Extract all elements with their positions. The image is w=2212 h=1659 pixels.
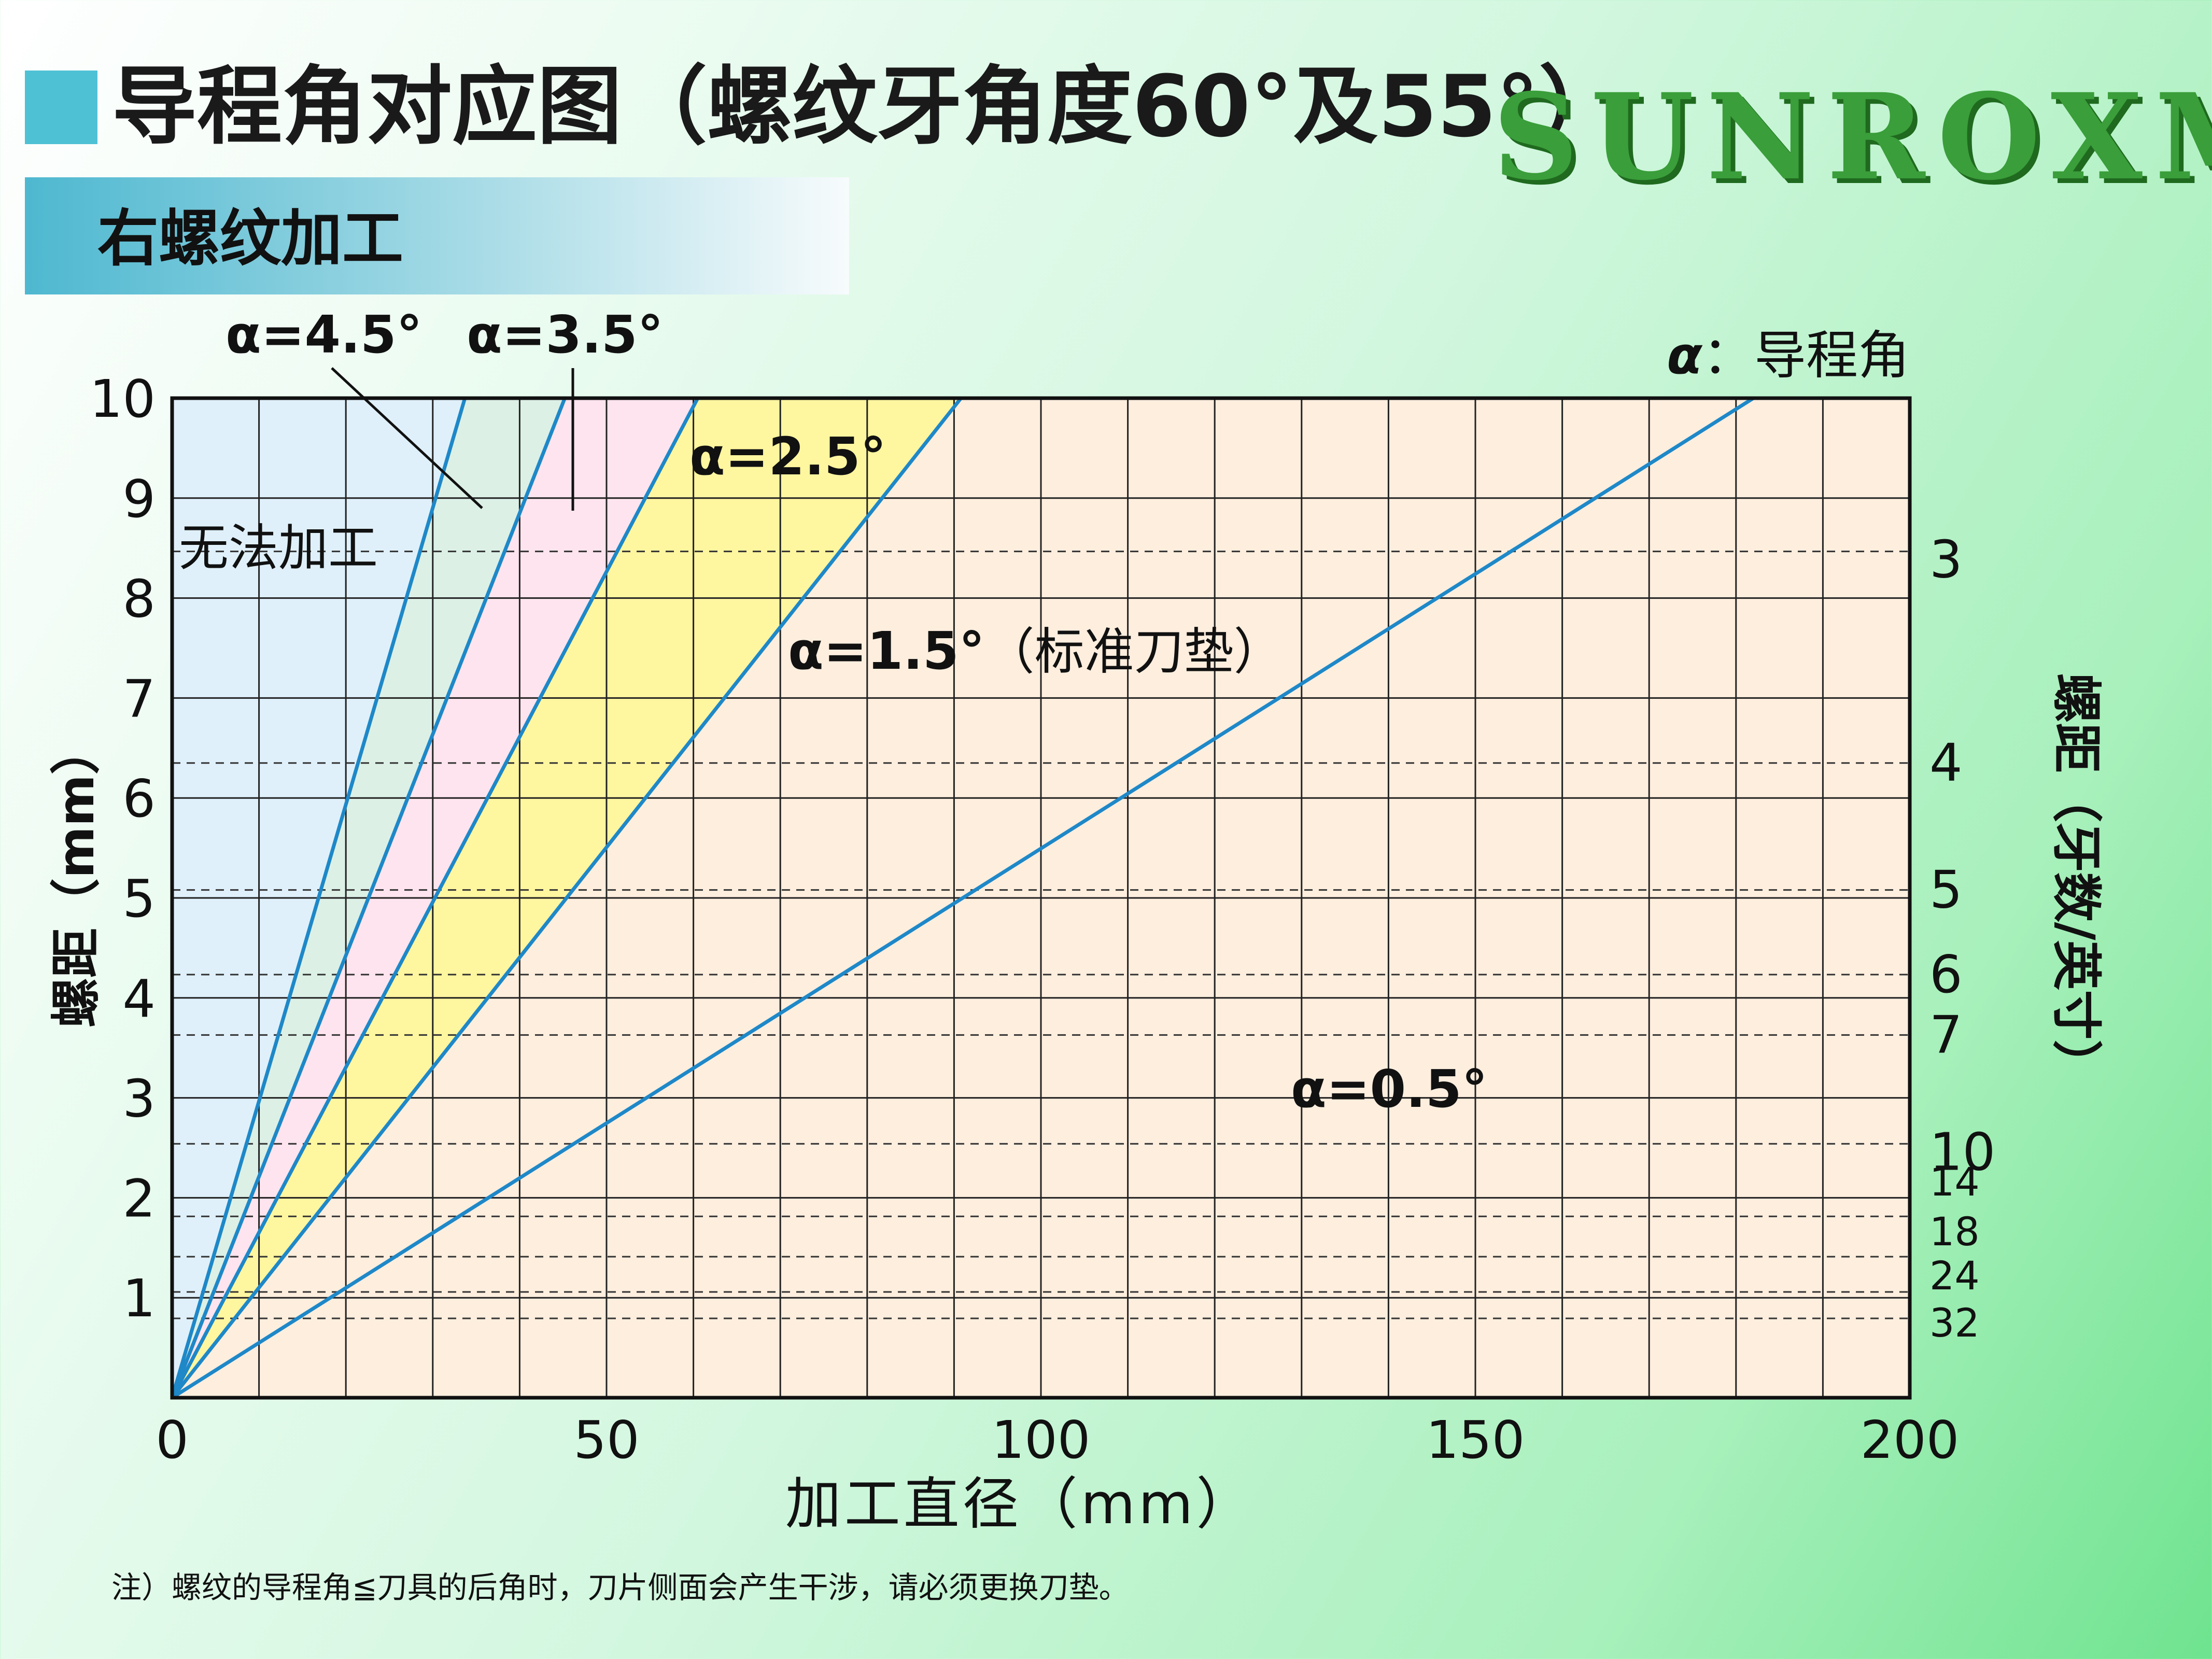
- y-axis-title: 螺距（mm）: [47, 725, 105, 1028]
- plot-frame: [170, 396, 1912, 1400]
- x-tick-label: 50: [573, 1410, 639, 1470]
- y-tick-label: 2: [122, 1168, 156, 1229]
- y-tick-label: 7: [122, 668, 156, 729]
- legend: α：导程角: [1667, 325, 1910, 386]
- series-label-name: α=1.5°: [788, 621, 985, 681]
- y-tick-label: 3: [122, 1068, 156, 1129]
- series-label-name: α=0.5°: [1291, 1059, 1488, 1119]
- tpi-tick-label: 14: [1929, 1159, 1980, 1205]
- x-tick-label: 100: [992, 1410, 1091, 1470]
- tpi-tick-label: 3: [1929, 529, 1963, 590]
- series-line: [170, 397, 567, 1399]
- y-tick-label: 4: [122, 968, 156, 1029]
- series-label: α=0.5°: [1291, 1059, 1488, 1119]
- tpi-tick-label: 24: [1929, 1253, 1980, 1299]
- y-tick-label: 6: [122, 768, 156, 829]
- subtitle-band: [25, 177, 849, 294]
- tpi-tick-label: 5: [1929, 860, 1963, 920]
- y-tick-label: 5: [122, 868, 156, 929]
- tpi-tick-label: 4: [1929, 733, 1963, 793]
- series-line: [170, 397, 700, 1399]
- y-tick-label: 10: [90, 369, 156, 429]
- series-label-note: （标准刀垫）: [985, 623, 1284, 681]
- tpi-tick-label: 18: [1929, 1208, 1980, 1255]
- title-marker: [25, 71, 97, 144]
- series-label: α=2.5°: [689, 426, 886, 487]
- series-line: [170, 398, 467, 1398]
- y-tick-label: 8: [122, 569, 156, 629]
- region-label-impossible: 无法加工: [179, 519, 378, 577]
- y2-axis-title: 螺距（牙数/英寸）: [2047, 673, 2105, 1089]
- footnote: 注）螺纹的导程角≦刀具的后角时，刀片侧面会产生干涉，请必须更换刀垫。: [111, 1570, 1129, 1605]
- label-leader-line: [331, 367, 483, 509]
- y-tick-label: 1: [122, 1268, 156, 1329]
- page-title: 导程角对应图（螺纹牙角度60°及55°）: [112, 57, 1624, 156]
- series-label: α=4.5°: [226, 304, 422, 365]
- x-tick-label: 0: [156, 1410, 189, 1470]
- x-tick-label: 150: [1426, 1410, 1525, 1470]
- tpi-tick-label: 32: [1929, 1300, 1980, 1346]
- series-label: α=1.5°（标准刀垫）: [788, 621, 1284, 681]
- subtitle: 右螺纹加工: [97, 203, 404, 274]
- legend-symbol: α: [1667, 325, 1703, 386]
- tpi-tick-label: 7: [1929, 1004, 1963, 1065]
- tpi-tick-label: 6: [1929, 944, 1963, 1005]
- tpi-tick-label: 10: [1929, 1121, 1995, 1182]
- brand-logo: SUNROXM: [1493, 67, 2212, 206]
- series-line: [171, 397, 963, 1399]
- y-tick-label: 9: [122, 469, 156, 529]
- x-axis-title: 加工直径（mm）: [785, 1472, 1255, 1537]
- legend-text: ：导程角: [1702, 325, 1910, 386]
- series-label-name: α=2.5°: [689, 426, 886, 487]
- x-tick-label: 200: [1861, 1410, 1960, 1470]
- series-label-name: α=4.5°: [226, 304, 422, 365]
- series-line: [171, 397, 1755, 1399]
- series-label-name: α=3.5°: [467, 304, 664, 365]
- series-label: α=3.5°: [467, 304, 664, 365]
